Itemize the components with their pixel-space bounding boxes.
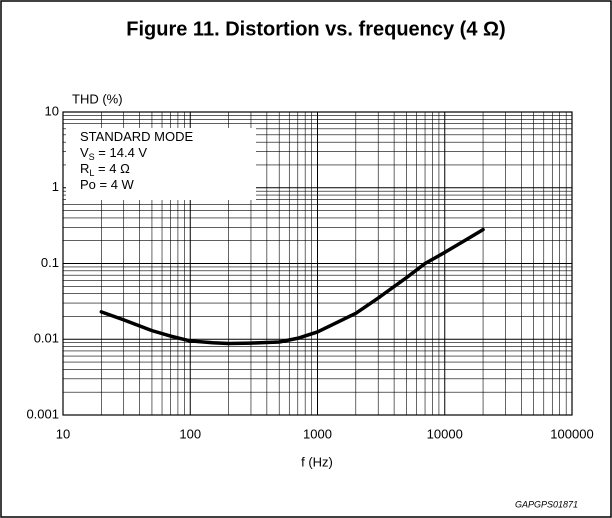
line xyxy=(99,227,485,346)
y-axis-label: THD (%) xyxy=(72,91,123,106)
annotation-box xyxy=(66,128,256,200)
figure-code: GAPGPS01871 xyxy=(515,499,578,509)
annotation-line: VS = 14.4 V xyxy=(80,145,147,162)
annotation-line: RL = 4 Ω xyxy=(80,161,130,178)
annotation-sub: S xyxy=(89,152,95,162)
annotation-text: V xyxy=(80,145,89,160)
y-tick-label: 1 xyxy=(52,179,59,194)
x-tick-label: 100 xyxy=(179,426,201,441)
x-tick-label: 10 xyxy=(56,426,70,441)
y-tick-label: 0.1 xyxy=(41,255,59,270)
annotation-sub: L xyxy=(89,168,94,178)
x-axis-label: f (Hz) xyxy=(301,454,333,469)
annotation-text: R xyxy=(80,161,89,176)
annotation-line: Po = 4 W xyxy=(80,177,135,192)
annotation-text: STANDARD MODE xyxy=(80,129,193,144)
y-tick-label: 10 xyxy=(45,103,59,118)
chart-title: Figure 11. Distortion vs. frequency (4 Ω… xyxy=(126,18,505,40)
y-tick-label: 0.001 xyxy=(26,406,59,421)
annotation-text: = 14.4 V xyxy=(95,145,148,160)
x-tick-label: 10000 xyxy=(427,426,463,441)
annotation-line: STANDARD MODE xyxy=(80,129,193,144)
annotation-text: Po = 4 W xyxy=(80,177,135,192)
x-tick-label: 100000 xyxy=(550,426,593,441)
plot-border xyxy=(62,111,573,416)
x-tick-label: 1000 xyxy=(303,426,332,441)
annotation-text: = 4 Ω xyxy=(94,161,130,176)
y-tick-label: 0.01 xyxy=(34,331,59,346)
